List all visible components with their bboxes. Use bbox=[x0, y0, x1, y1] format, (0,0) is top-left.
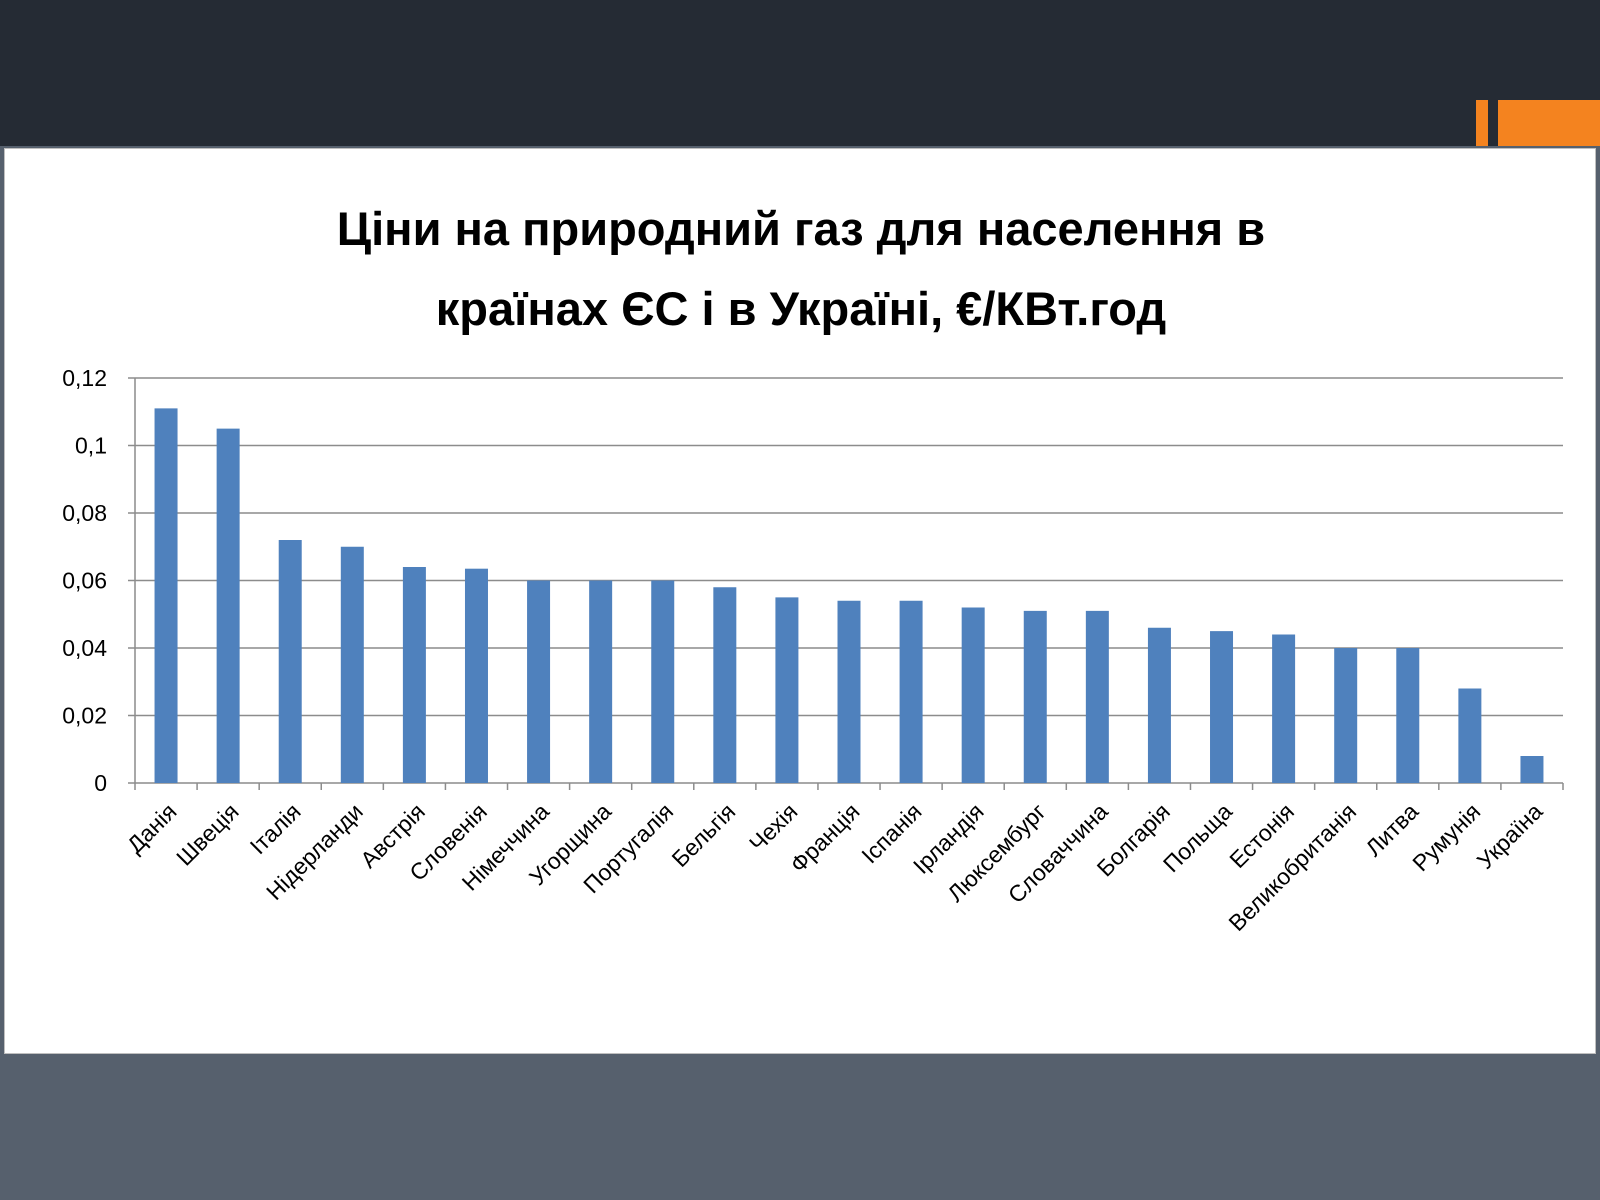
bar-13 bbox=[899, 600, 923, 783]
chart-title: Ціни на природний газ для населення в кр… bbox=[336, 202, 1266, 335]
bar-7 bbox=[527, 580, 551, 783]
y-tick-label: 0,06 bbox=[62, 568, 107, 594]
x-category-label: Франція bbox=[785, 798, 865, 878]
x-category-label: Румунія bbox=[1407, 798, 1485, 876]
bar-9 bbox=[651, 580, 675, 783]
x-category-label: Данія bbox=[122, 798, 182, 858]
slide-top-band bbox=[0, 0, 1600, 146]
bar-4 bbox=[340, 546, 364, 783]
x-category-label: Польща bbox=[1158, 798, 1237, 877]
bar-8 bbox=[589, 580, 613, 783]
bar-15 bbox=[1023, 610, 1047, 783]
bar-16 bbox=[1085, 610, 1109, 783]
bar-11 bbox=[775, 597, 799, 783]
bar-20 bbox=[1334, 648, 1358, 783]
accent-bar-thin bbox=[1476, 100, 1488, 146]
y-tick-label: 0,08 bbox=[62, 500, 107, 526]
bar-1 bbox=[154, 408, 178, 783]
bar-17 bbox=[1147, 627, 1171, 783]
x-category-label: Чехія bbox=[744, 798, 802, 856]
bar-5 bbox=[402, 567, 426, 783]
accent-bar-block bbox=[1498, 100, 1600, 146]
y-tick-label: 0 bbox=[94, 770, 107, 796]
x-category-label: Бельгія bbox=[666, 798, 740, 872]
chart-area: Ціни на природний газ для населення в кр… bbox=[4, 148, 1596, 1054]
bar-18 bbox=[1210, 631, 1234, 783]
bar-6 bbox=[464, 568, 488, 783]
y-tick-label: 0,02 bbox=[62, 703, 107, 729]
bar-23 bbox=[1520, 756, 1544, 783]
bar-14 bbox=[961, 607, 985, 783]
bar-19 bbox=[1272, 634, 1296, 783]
y-tick-label: 0,12 bbox=[62, 365, 107, 391]
x-category-label: Україна bbox=[1472, 798, 1548, 874]
bar-12 bbox=[837, 600, 861, 783]
bar-22 bbox=[1458, 688, 1482, 783]
bar-10 bbox=[713, 587, 737, 783]
y-tick-label: 0,04 bbox=[62, 635, 107, 661]
y-tick-label: 0,1 bbox=[75, 433, 107, 459]
bar-2 bbox=[216, 428, 240, 783]
x-category-label: Швеція bbox=[171, 798, 244, 871]
bar-3 bbox=[278, 540, 302, 783]
bar-21 bbox=[1396, 648, 1420, 783]
